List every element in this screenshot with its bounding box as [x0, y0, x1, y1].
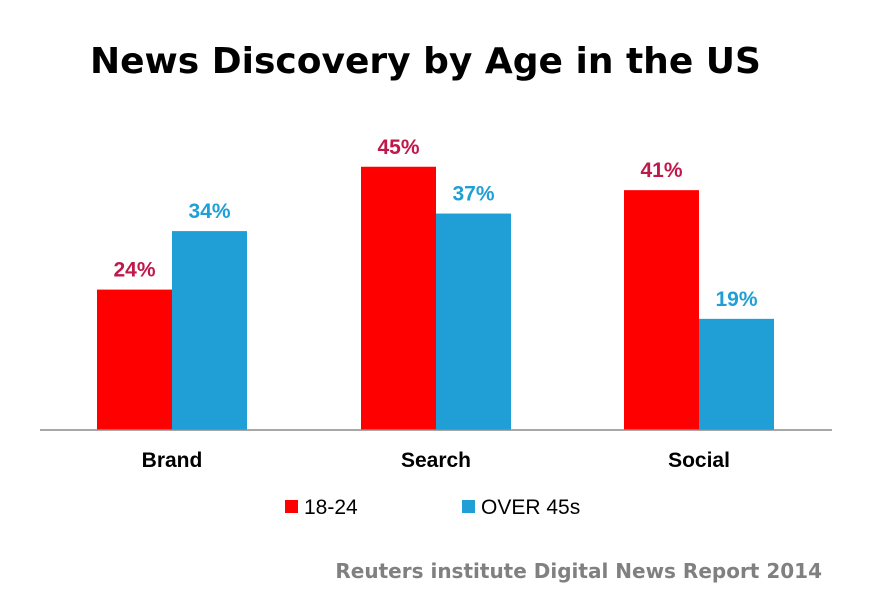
bar-brand-18-24: [97, 289, 172, 430]
data-label-social-over-45s: 19%: [715, 288, 757, 311]
bar-brand-over-45s: [172, 231, 247, 430]
legend-swatch-over-45s: [462, 500, 475, 513]
legend-label-18-24: 18-24: [304, 496, 358, 519]
legend: 18-24 OVER 45s: [285, 496, 580, 519]
category-label-brand: Brand: [142, 449, 203, 472]
bar-social-18-24: [624, 190, 699, 430]
chart-title: News Discovery by Age in the US: [90, 41, 761, 82]
bars-layer: 24% 34% 45% 37% 41% 19%: [97, 136, 774, 430]
category-label-search: Search: [401, 449, 471, 472]
bar-social-over-45s: [699, 318, 774, 430]
legend-label-over-45s: OVER 45s: [481, 496, 580, 519]
bar-search-over-45s: [436, 213, 511, 430]
data-label-social-18-24: 41%: [640, 159, 682, 182]
category-labels: Brand Search Social: [142, 449, 730, 472]
legend-swatch-18-24: [285, 500, 298, 513]
data-label-brand-over-45s: 34%: [188, 200, 230, 223]
source-note: Reuters institute Digital News Report 20…: [335, 559, 822, 583]
data-label-brand-18-24: 24%: [113, 259, 155, 282]
data-label-search-over-45s: 37%: [452, 183, 494, 206]
category-label-social: Social: [668, 449, 730, 472]
data-label-search-18-24: 45%: [377, 136, 419, 159]
bar-search-18-24: [361, 166, 436, 430]
